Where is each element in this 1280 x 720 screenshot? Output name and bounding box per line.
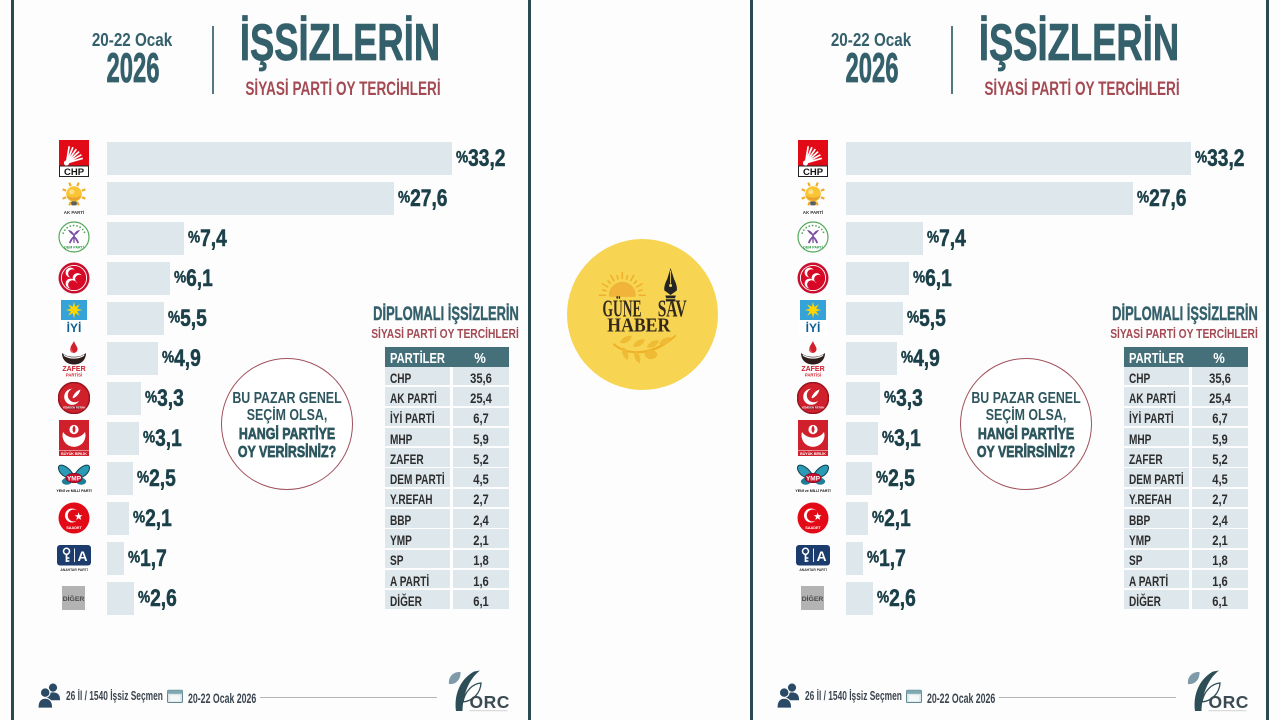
svg-text:SAADET: SAADET (805, 526, 821, 530)
svg-text:SAADET: SAADET (66, 526, 82, 530)
svg-text:YMP: YMP (66, 476, 81, 483)
svg-text:AK PARTİ: AK PARTİ (802, 210, 822, 215)
svg-text:DEM PARTİ: DEM PARTİ (803, 246, 823, 250)
svg-text:YENİDEN REFAH: YENİDEN REFAH (62, 405, 85, 410)
svg-text:İYİ: İYİ (805, 320, 820, 335)
svg-text:YMP: YMP (805, 476, 820, 483)
svg-text:BÜYÜK BİRLİK: BÜYÜK BİRLİK (61, 451, 87, 456)
svg-text:İYİ: İYİ (66, 320, 81, 335)
svg-text:AK PARTİ: AK PARTİ (63, 210, 83, 215)
svg-text:GÜNE: GÜNE (603, 295, 642, 322)
svg-text:YENİ ve MİLLİ PARTİ: YENİ ve MİLLİ PARTİ (56, 489, 91, 493)
svg-text:DEM PARTİ: DEM PARTİ (64, 246, 84, 250)
svg-text:A: A (816, 548, 826, 564)
svg-text:YENİDEN REFAH: YENİDEN REFAH (801, 405, 824, 410)
svg-text:ANAHTAR PARTİ: ANAHTAR PARTİ (799, 568, 826, 572)
svg-text:DİĞER: DİĞER (63, 594, 85, 603)
svg-text:DİĞER: DİĞER (802, 594, 824, 603)
svg-text:ORC: ORC (470, 692, 510, 712)
svg-text:ANAHTAR PARTİ: ANAHTAR PARTİ (60, 568, 87, 572)
svg-text:ORC: ORC (1209, 692, 1249, 712)
svg-text:A: A (77, 548, 87, 564)
svg-text:ZAFER: ZAFER (801, 366, 824, 373)
svg-text:CHP: CHP (802, 167, 823, 177)
svg-text:BÜYÜK BİRLİK: BÜYÜK BİRLİK (800, 451, 826, 456)
svg-text:CHP: CHP (63, 167, 84, 177)
svg-text:ZAFER: ZAFER (62, 366, 85, 373)
svg-text:PARTİSİ: PARTİSİ (65, 373, 81, 378)
svg-text:HABER: HABER (607, 315, 671, 336)
svg-text:PARTİSİ: PARTİSİ (804, 373, 820, 378)
svg-text:YENİ ve MİLLİ PARTİ: YENİ ve MİLLİ PARTİ (795, 489, 830, 493)
svg-text:SAV: SAV (658, 295, 687, 322)
